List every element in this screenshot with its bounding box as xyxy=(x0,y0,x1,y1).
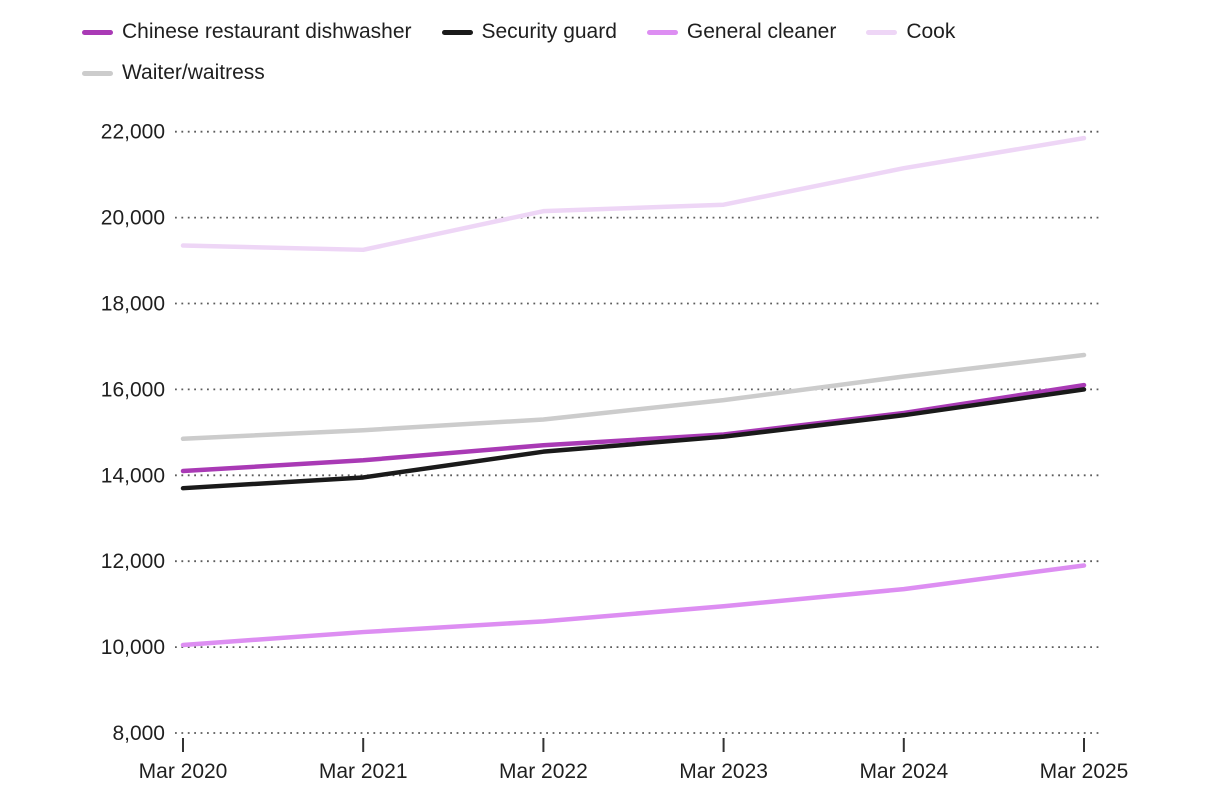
series-line-1[interactable] xyxy=(180,387,1087,491)
chart-legend: Chinese restaurant dishwasher Security gu… xyxy=(82,16,1162,89)
x-axis-tick-label: Mar 2022 xyxy=(499,760,588,783)
x-axis-tick-label: Mar 2021 xyxy=(319,760,408,783)
legend-swatch-icon xyxy=(866,29,898,35)
legend-label: Security guard xyxy=(481,20,617,43)
y-axis-tick-label: 16,000 xyxy=(101,378,165,401)
y-axis-tick-label: 10,000 xyxy=(101,636,165,659)
x-axis-tick-label: Mar 2025 xyxy=(1040,760,1129,783)
y-axis-tick-label: 14,000 xyxy=(101,464,165,487)
x-axis-tick-label: Mar 2024 xyxy=(859,760,948,783)
y-axis-tick-label: 20,000 xyxy=(101,207,165,230)
legend-swatch-icon xyxy=(441,29,473,35)
series-line-2[interactable] xyxy=(180,563,1087,648)
legend-item-1[interactable]: Security guard xyxy=(441,16,617,48)
legend-label: Cook xyxy=(906,20,956,43)
series-line-0[interactable] xyxy=(180,382,1087,474)
x-axis-tick-label: Mar 2020 xyxy=(139,760,228,783)
legend-swatch-icon xyxy=(82,29,113,35)
legend-item-0[interactable]: Chinese restaurant dishwasher xyxy=(82,16,412,48)
legend-swatch-icon xyxy=(82,70,113,76)
series-line-4[interactable] xyxy=(180,352,1087,442)
legend-item-3[interactable]: Cook xyxy=(866,16,955,48)
legend-label: Chinese restaurant dishwasher xyxy=(122,20,412,43)
y-axis-tick-label: 12,000 xyxy=(101,550,165,573)
legend-label: General cleaner xyxy=(686,20,837,43)
legend-swatch-icon xyxy=(646,29,678,35)
series-line-3[interactable] xyxy=(180,135,1087,253)
y-axis-tick-label: 8,000 xyxy=(112,722,165,745)
legend-item-2[interactable]: General cleaner xyxy=(646,16,837,48)
y-axis-tick-label: 18,000 xyxy=(101,293,165,316)
legend-label: Waiter/waitress xyxy=(122,61,265,84)
legend-item-4[interactable]: Waiter/waitress xyxy=(82,57,265,89)
y-axis-tick-label: 22,000 xyxy=(101,121,165,144)
x-axis-tick-label: Mar 2023 xyxy=(679,760,768,783)
